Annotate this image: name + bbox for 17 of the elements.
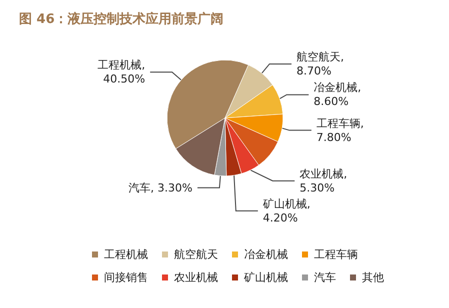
data-label: 矿山机械, 4.20% <box>262 197 310 224</box>
legend-label: 其他 <box>362 271 384 284</box>
data-label: 工程车辆, 7.80% <box>316 116 364 144</box>
legend-label: 冶金机械 <box>244 248 288 261</box>
legend-label: 航空航天 <box>174 248 218 261</box>
data-label: 工程机械, 40.50% <box>98 58 146 86</box>
data-label: 农业机械, 5.30% <box>300 167 348 194</box>
legend-label: 汽车 <box>314 271 336 284</box>
chart-title: 图 46：液压控制技术应用前景广阔 <box>19 11 224 27</box>
data-label: 汽车, 3.30% <box>128 181 192 194</box>
legend-label: 工程车辆 <box>314 248 358 261</box>
legend-label: 工程机械 <box>104 248 148 261</box>
data-label: 航空航天, 8.70% <box>296 50 344 78</box>
data-label: 冶金机械, 8.60% <box>314 81 362 108</box>
legend-label: 间接销售 <box>104 271 148 284</box>
legend-label: 矿山机械 <box>243 271 288 284</box>
legend-label: 农业机械 <box>174 271 218 284</box>
